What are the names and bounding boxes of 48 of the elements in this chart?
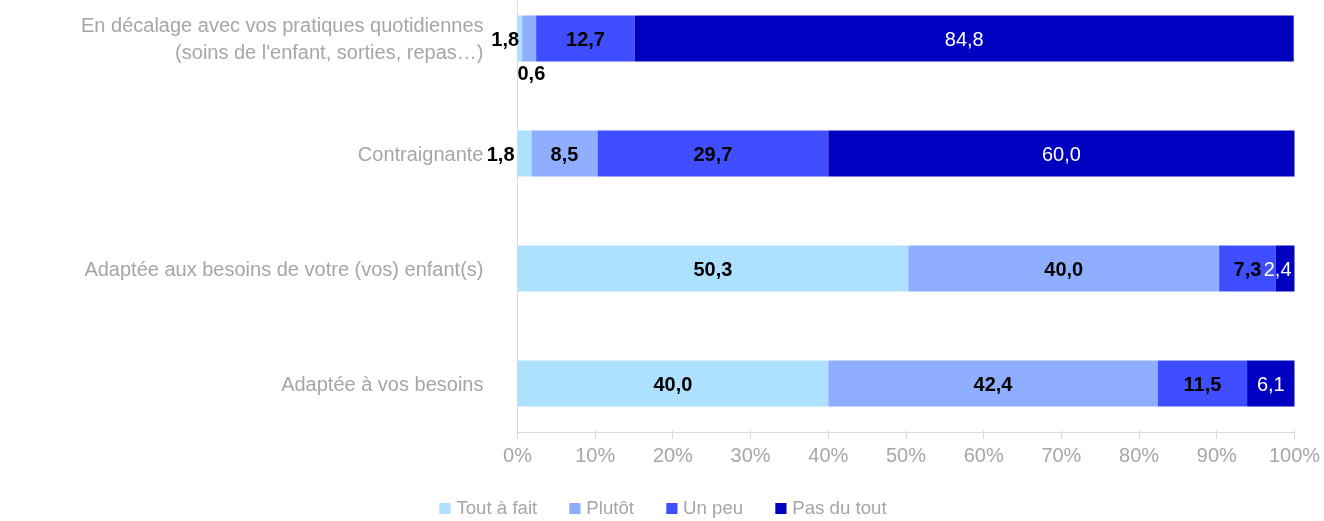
x-tick-label: 30% [730, 443, 771, 466]
bar [531, 130, 598, 177]
bar [522, 15, 537, 62]
data-label: 11,5 [1183, 372, 1222, 395]
bar [828, 130, 1295, 177]
data-label: 60,0 [1041, 142, 1081, 165]
bar [536, 15, 635, 62]
x-tick-label: 60% [963, 443, 1004, 466]
data-label: 1,8 [491, 27, 520, 50]
bar [634, 15, 1294, 62]
data-label: 40,0 [1044, 257, 1084, 280]
bar [517, 245, 909, 292]
bar [828, 360, 1158, 407]
data-label: 50,3 [693, 257, 733, 280]
data-label: 12,7 [566, 27, 605, 50]
data-label: 29,7 [693, 142, 733, 165]
x-tick-label: 80% [1119, 443, 1160, 466]
legend-label: Plutôt [586, 497, 635, 519]
bar [908, 245, 1220, 292]
legend-label: Pas du tout [792, 497, 887, 519]
bar [597, 130, 829, 177]
y-tick-label: En décalage avec vos pratiques quotidiennes (soins de l'enfant, sorties, repas…) [81, 14, 484, 63]
data-label: 40,0 [653, 372, 693, 395]
y-tick-label: Adaptée aux besoins de votre (vos) enfant(s) [84, 257, 484, 280]
x-tick-label: 90% [1196, 443, 1238, 466]
data-label: 2,4 [1263, 257, 1292, 280]
data-label: 6,1 [1256, 372, 1285, 395]
data-label: 1,8 [486, 142, 515, 165]
bar [1157, 360, 1248, 407]
x-tick-label: 100% [1268, 443, 1321, 466]
bar [517, 130, 532, 177]
x-tick-label: 10% [575, 443, 616, 466]
x-tick-label: 40% [808, 443, 849, 466]
y-tick-label: Adaptée à vos besoins [281, 372, 484, 395]
bar [517, 360, 829, 407]
data-label: 84,8 [944, 27, 984, 50]
x-tick-label: 50% [885, 443, 927, 466]
data-label: 7,3 [1233, 257, 1262, 280]
x-tick-label: 70% [1041, 443, 1082, 466]
legend-label: Tout à fait [456, 497, 538, 519]
data-label: 8,5 [550, 142, 579, 165]
legend-label: Un peu [683, 497, 744, 519]
x-tick-label: 0% [503, 443, 533, 466]
x-tick-label: 20% [652, 443, 694, 466]
bar [1247, 360, 1295, 407]
data-label: 0,6 [517, 62, 546, 85]
data-label: 42,4 [973, 372, 1014, 395]
y-tick-label: Contraignante [357, 142, 484, 165]
